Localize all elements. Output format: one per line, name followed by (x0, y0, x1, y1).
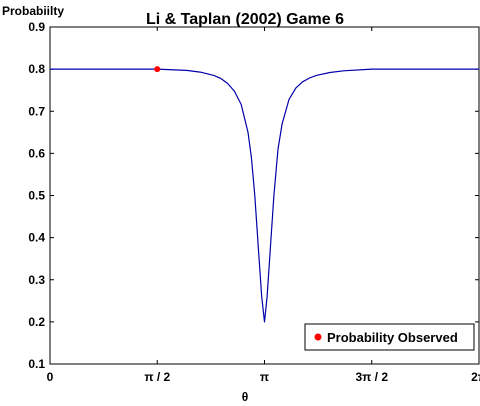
y-tick-label: 0.1 (28, 357, 45, 371)
x-tick-label: π / 2 (144, 370, 170, 384)
y-tick-label: 0.7 (28, 104, 45, 118)
y-tick-label: 0.9 (28, 20, 45, 34)
legend-box (304, 323, 475, 351)
x-tick-label: 0 (47, 370, 54, 384)
x-tick-label: 2π (471, 370, 480, 384)
legend-marker-probability-observed (314, 333, 322, 341)
chart-title: Li & Taplan (2002) Game 6 (146, 11, 344, 28)
y-tick-label: 0.2 (28, 315, 45, 329)
y-tick-label: 0.5 (28, 189, 45, 203)
legend: Probability Observed (304, 323, 475, 351)
y-tick-label: 0.8 (28, 62, 45, 76)
y-tick-label: 0.6 (28, 146, 45, 160)
chart-marks (50, 66, 479, 323)
y-tick-label: 0.4 (28, 231, 45, 245)
x-tick-label: 3π / 2 (355, 370, 388, 384)
x-axis-label: θ (242, 390, 249, 404)
y-axis-label: Probabiilty (2, 4, 64, 18)
y-tick-label: 0.3 (28, 273, 45, 287)
x-tick-label: π (260, 370, 269, 384)
probability-curve (50, 68, 479, 323)
legend-label-probability-observed: Probability Observed (327, 330, 458, 345)
observed-point (154, 66, 161, 73)
plot-frame (49, 26, 480, 365)
axis-ticks: 0 π / 2 π 3π / 2 2π 0.1 0.2 0.3 0.4 0.5 0.6 0.7 0.8 0… (28, 20, 480, 384)
